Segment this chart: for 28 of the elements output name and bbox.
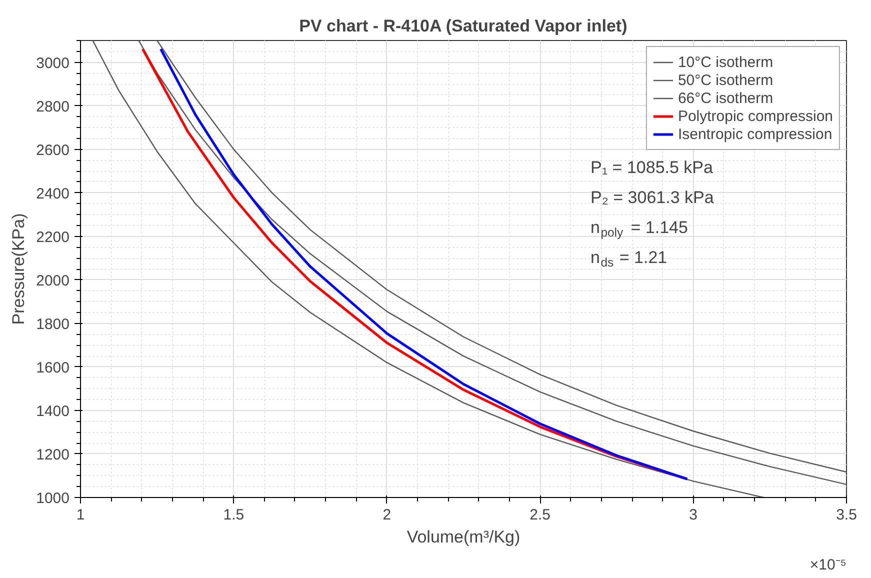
- chart-title: PV chart - R-410A (Saturated Vapor inlet): [299, 16, 628, 36]
- annotation: P₂ = 3061.3 kPa: [590, 188, 714, 207]
- x-tick-label: 1.5: [223, 506, 244, 524]
- y-tick-label: 3000: [36, 54, 70, 72]
- legend-label: 50°C isotherm: [678, 71, 774, 89]
- x-tick-label: 2: [382, 506, 392, 524]
- y-tick-label: 1800: [36, 316, 70, 333]
- legend-label: 66°C isotherm: [678, 89, 774, 107]
- y-tick-label: 1000: [36, 490, 70, 507]
- y-tick-label: 2200: [36, 228, 70, 246]
- x-tick-label: 2.5: [530, 506, 551, 524]
- legend-label: Isentropic compression: [678, 125, 832, 143]
- legend-label: 10°C isotherm: [678, 53, 774, 71]
- y-tick-label: 2800: [36, 98, 70, 116]
- x-axis-title: Volume(m³/Kg): [406, 528, 520, 546]
- annotation: P₁ = 1085.5 kPa: [590, 158, 714, 177]
- y-tick-label: 2000: [36, 272, 70, 290]
- y-axis-title: Pressure(KPa): [9, 213, 28, 325]
- legend-label: Polytropic compression: [678, 107, 833, 125]
- y-tick-label: 2600: [36, 142, 70, 159]
- y-tick-label: 2400: [36, 185, 70, 202]
- y-tick-label: 1600: [36, 359, 70, 376]
- y-tick-label: 1200: [36, 446, 70, 464]
- text: ×10⁻⁵: [810, 556, 847, 574]
- x-tick-label: 3: [689, 506, 698, 524]
- x-tick-label: 3.5: [836, 506, 857, 524]
- y-tick-label: 1400: [36, 402, 70, 420]
- x-tick-label: 1: [76, 506, 85, 524]
